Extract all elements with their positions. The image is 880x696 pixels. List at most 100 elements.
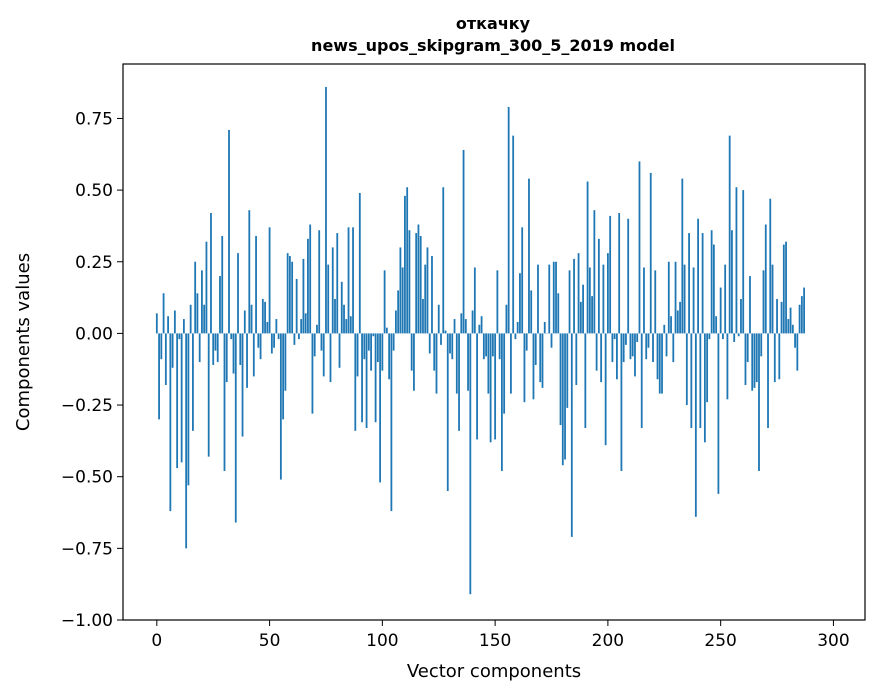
bar-component-140	[471, 310, 474, 334]
bar-component-108	[399, 247, 402, 334]
bar-component-56	[282, 333, 285, 420]
bar-component-16	[192, 333, 194, 431]
bar-component-91	[361, 333, 363, 423]
bar-component-249	[717, 333, 720, 494]
bar-component-221	[654, 270, 657, 334]
bar-component-252	[724, 264, 727, 334]
bar-component-157	[510, 333, 512, 394]
bar-component-57	[284, 333, 287, 391]
bar-component-130	[449, 333, 451, 354]
bar-component-228	[670, 316, 672, 334]
bar-component-87	[352, 227, 354, 334]
bar-component-223	[658, 333, 661, 394]
bar-component-259	[740, 299, 742, 334]
bar-component-117	[419, 235, 422, 334]
bar-component-123	[433, 333, 436, 371]
bar-component-70	[313, 333, 316, 357]
bar-component-187	[577, 253, 580, 334]
bar-component-111	[406, 187, 409, 334]
bar-component-32	[228, 129, 230, 334]
bar-component-97	[374, 333, 377, 423]
bar-component-209	[627, 218, 630, 334]
bar-component-268	[760, 333, 763, 357]
bar-component-197	[600, 333, 603, 383]
bar-component-65	[302, 258, 305, 334]
bar-component-44	[255, 235, 257, 334]
bar-component-119	[424, 264, 427, 334]
bar-component-41	[248, 210, 251, 334]
bar-component-194	[593, 210, 596, 334]
bar-component-48	[264, 301, 266, 334]
bar-component-35	[234, 333, 237, 523]
bar-component-188	[579, 301, 582, 334]
bar-component-167	[532, 333, 535, 400]
bar-component-201	[609, 215, 612, 334]
bar-component-217	[645, 333, 648, 360]
bar-component-274	[773, 333, 776, 383]
bar-component-219	[649, 172, 652, 334]
bar-component-239	[694, 333, 697, 517]
bar-component-257	[735, 187, 738, 334]
bar-component-132	[453, 319, 456, 334]
bar-component-282	[791, 324, 794, 334]
bar-component-135	[460, 313, 463, 334]
bar-component-214	[638, 161, 641, 334]
bar-component-253	[726, 333, 729, 400]
bar-component-276	[778, 333, 781, 380]
bar-component-184	[570, 333, 573, 537]
bar-component-230	[674, 261, 677, 334]
bar-component-222	[656, 333, 659, 380]
bar-component-265	[753, 333, 756, 388]
bar-component-275	[776, 299, 778, 334]
bar-component-215	[640, 333, 643, 428]
bar-component-263	[749, 276, 751, 334]
y-tick-label: 0.75	[75, 109, 113, 129]
bar-component-20	[201, 270, 203, 334]
y-tick-label: 0.25	[75, 253, 113, 273]
bar-component-148	[489, 333, 492, 443]
bar-component-6	[169, 333, 172, 512]
bar-component-158	[512, 135, 515, 334]
bar-component-172	[543, 321, 546, 334]
bar-component-250	[719, 287, 722, 334]
bar-component-229	[672, 333, 675, 363]
bar-component-12	[182, 319, 185, 334]
y-tick-label: −0.75	[61, 539, 113, 559]
bar-component-152	[498, 333, 501, 360]
bar-component-182	[566, 333, 569, 408]
bar-component-185	[573, 258, 575, 334]
bar-component-99	[379, 333, 381, 483]
bar-component-80	[336, 233, 339, 334]
bar-component-120	[426, 247, 429, 334]
bar-component-142	[476, 333, 478, 440]
bar-component-24	[210, 213, 212, 334]
bar-component-287	[803, 287, 805, 334]
bar-component-154	[503, 333, 506, 414]
bar-component-50	[268, 227, 271, 334]
bar-component-100	[381, 333, 384, 371]
bar-component-206	[620, 333, 623, 471]
y-tick-label: −0.25	[61, 396, 113, 416]
bar-component-237	[690, 333, 693, 428]
bar-component-256	[733, 333, 736, 342]
bar-component-109	[401, 267, 404, 334]
bar-component-196	[597, 238, 600, 334]
bar-component-13	[185, 333, 188, 549]
bar-component-243	[703, 333, 706, 443]
bar-component-191	[586, 181, 589, 334]
bar-component-232	[679, 301, 681, 334]
bar-component-155	[505, 304, 508, 334]
bar-component-285	[798, 304, 801, 334]
bar-component-128	[444, 330, 447, 334]
x-tick-label: 50	[259, 631, 281, 651]
bar-component-72	[318, 230, 321, 334]
bar-component-183	[568, 270, 571, 334]
bar-component-103	[388, 333, 391, 380]
bar-component-281	[789, 307, 792, 334]
bar-component-139	[469, 333, 472, 595]
y-axis-label: Components values	[13, 253, 34, 431]
bar-component-236	[688, 233, 690, 334]
bar-component-17	[194, 261, 197, 334]
bar-component-69	[311, 333, 314, 414]
